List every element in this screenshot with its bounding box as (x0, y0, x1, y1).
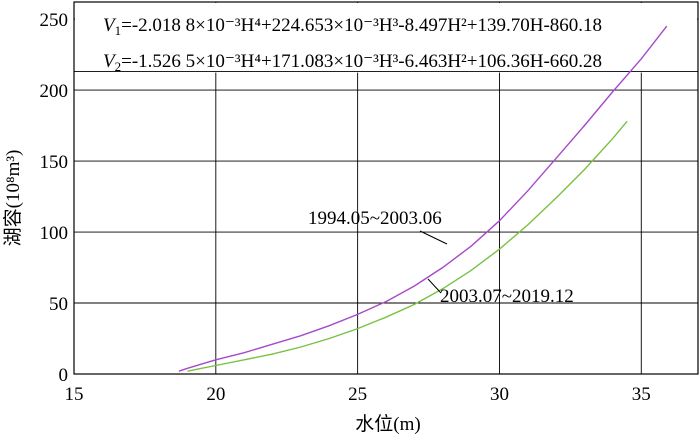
y-tick-label: 0 (59, 365, 69, 386)
x-axis-title: 水位(m) (355, 413, 420, 435)
formula-v2-lhs: V (103, 51, 117, 72)
series-leader-2 (427, 278, 442, 294)
plot-frame (73, 1, 699, 375)
y-tick-label: 100 (40, 223, 69, 244)
formula-v1-text: =-2.018 8×10⁻³H⁴+224.653×10⁻³H³-8.497H²+… (121, 15, 602, 36)
series-lines (178, 25, 668, 372)
x-tick-label: 15 (65, 384, 84, 405)
formula-v2-sub: 2 (115, 59, 122, 74)
formula-box (75, 3, 697, 73)
series-line-2 (187, 120, 628, 372)
x-tick-label: 35 (632, 384, 651, 405)
axis-ticks: 15 20 25 30 35 0 50 100 150 200 250 (40, 10, 651, 405)
y-axis-title: 湖容(10⁸m³) (2, 150, 24, 247)
series-leader-1 (419, 230, 448, 245)
series-label-2: 2003.07~2019.12 (440, 286, 574, 307)
y-tick-label: 200 (40, 81, 69, 102)
y-tick-label: 50 (49, 294, 68, 315)
series-label-1: 1994.05~2003.06 (308, 208, 442, 229)
x-tick-label: 25 (348, 384, 367, 405)
y-tick-label: 150 (40, 152, 69, 173)
x-tick-label: 30 (490, 384, 509, 405)
formula-v2: V2=-1.526 5×10⁻³H⁴+171.083×10⁻³H³-6.463H… (103, 51, 602, 74)
series-line-1 (178, 25, 668, 372)
formula-v1: V1=-2.018 8×10⁻³H⁴+224.653×10⁻³H³-8.497H… (103, 15, 602, 38)
formula-v2-text: =-1.526 5×10⁻³H⁴+171.083×10⁻³H³-6.463H²+… (121, 51, 602, 72)
formula-v1-sub: 1 (115, 23, 122, 38)
x-tick-label: 20 (206, 384, 225, 405)
formula-v1-lhs: V (103, 15, 117, 36)
y-tick-label: 250 (40, 10, 69, 31)
